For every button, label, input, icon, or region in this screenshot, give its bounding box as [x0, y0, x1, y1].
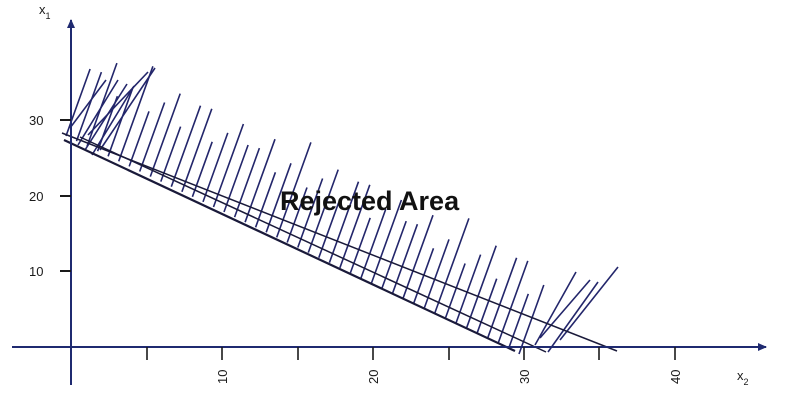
hatch-line [307, 169, 339, 253]
hatch-line [476, 278, 498, 334]
y-axis-letter: x [39, 2, 46, 17]
hatch-line [91, 85, 135, 156]
hatch-line [370, 199, 403, 284]
hatch-line [275, 142, 312, 238]
hatch-line [107, 87, 134, 157]
hatch-line [244, 138, 276, 223]
x-tick-label-40: 40 [668, 370, 683, 384]
hatch-line [99, 67, 156, 151]
rejected-area-label: Rejected Area [280, 186, 460, 216]
hatch-line [444, 263, 466, 319]
y-axis-subscript: 1 [46, 11, 51, 21]
hatch-line [223, 144, 249, 213]
hatch-line [539, 279, 591, 339]
constraint-line-1 [61, 132, 618, 352]
hatch-line [75, 71, 103, 142]
hatch-line [534, 271, 577, 346]
hatch-line [559, 266, 619, 341]
hatch-line [507, 293, 530, 350]
x-tick-label-30: 30 [517, 370, 532, 384]
hatch-line [128, 111, 150, 167]
x-axis-letter: x [737, 368, 744, 383]
hatch-line [497, 260, 529, 345]
hatch-line [265, 163, 292, 233]
x-tick-label-10: 10 [215, 370, 230, 384]
x-axis-subscript: 2 [744, 377, 749, 387]
hatch-line [381, 220, 407, 289]
hatch-line [254, 172, 277, 228]
y-axis-name: x1 [39, 2, 51, 21]
y-axis-ticks [60, 119, 71, 272]
hatch-line [170, 105, 202, 187]
constraint-line-2 [63, 139, 516, 352]
constraint-lines [61, 132, 618, 353]
x-tick-label-20: 20 [366, 370, 381, 384]
hatch-line [77, 79, 119, 146]
hatch-line [191, 141, 213, 198]
hatch-line [349, 217, 371, 274]
hatch-line [433, 218, 470, 314]
hatch-line [328, 181, 360, 263]
hatch-line [65, 68, 91, 137]
hatch-lines [65, 62, 619, 355]
hatch-line [339, 184, 371, 269]
hatch-line [181, 108, 213, 193]
hatch-line [518, 284, 545, 355]
hatch-line [360, 208, 387, 279]
hatch-line [212, 123, 245, 208]
y-tick-label-30: 30 [29, 113, 43, 128]
hatch-line [486, 257, 518, 340]
hatch-line [117, 66, 154, 162]
hatch-line [391, 223, 419, 294]
hatch-line [297, 178, 324, 248]
y-tick-label-20: 20 [29, 189, 43, 204]
x-axis-name: x2 [737, 368, 749, 387]
hatch-line [69, 79, 107, 129]
hatch-line [138, 102, 166, 172]
hatch-line [202, 132, 229, 203]
hatch-line [465, 245, 497, 329]
hatch-line [233, 147, 261, 218]
hatch-line [402, 214, 434, 299]
x-axis-ticks [146, 347, 676, 360]
constraint-line-3 [79, 136, 547, 353]
hatch-line [149, 93, 181, 177]
hatch-line [87, 71, 149, 136]
hatch-line [547, 281, 599, 353]
y-tick-label-10: 10 [29, 264, 43, 279]
